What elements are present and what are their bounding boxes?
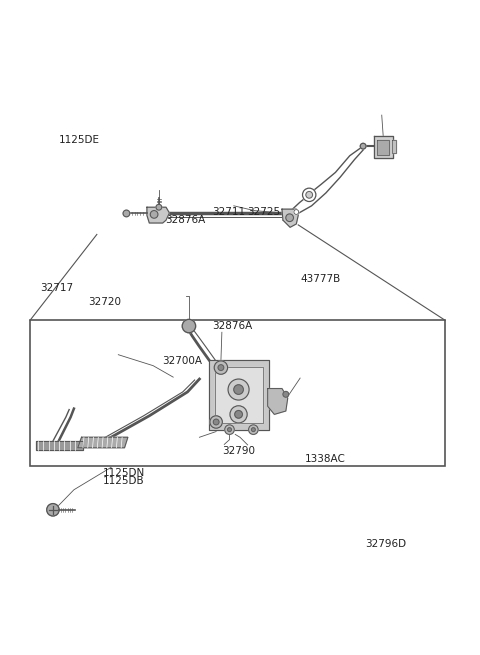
Circle shape	[360, 143, 366, 149]
Polygon shape	[282, 209, 298, 227]
Text: 43777B: 43777B	[300, 274, 340, 284]
Circle shape	[235, 411, 242, 418]
Polygon shape	[215, 367, 263, 423]
Circle shape	[214, 361, 228, 374]
Text: 32796D: 32796D	[365, 538, 406, 549]
Circle shape	[228, 428, 231, 432]
Polygon shape	[373, 136, 393, 158]
Polygon shape	[147, 207, 169, 223]
Circle shape	[249, 425, 258, 434]
Circle shape	[210, 416, 222, 428]
Bar	[30, 320, 445, 466]
Circle shape	[47, 504, 59, 516]
Text: 32711: 32711	[212, 207, 245, 217]
Text: 1125DB: 1125DB	[103, 476, 144, 486]
Text: 32725: 32725	[248, 207, 281, 217]
Text: 1338AC: 1338AC	[304, 454, 345, 464]
Circle shape	[302, 188, 316, 202]
Circle shape	[286, 214, 293, 221]
Text: 1125DN: 1125DN	[103, 468, 145, 477]
Circle shape	[218, 365, 224, 371]
Circle shape	[182, 320, 196, 333]
Text: 1125DE: 1125DE	[59, 135, 100, 145]
Circle shape	[213, 419, 219, 425]
Circle shape	[283, 392, 288, 397]
Text: 32876A: 32876A	[165, 215, 205, 225]
Circle shape	[228, 379, 249, 400]
Text: 32700A: 32700A	[162, 356, 202, 366]
Circle shape	[123, 210, 130, 217]
Polygon shape	[209, 360, 269, 430]
Polygon shape	[392, 140, 396, 153]
Polygon shape	[268, 388, 288, 415]
Text: 32876A: 32876A	[212, 320, 252, 331]
Polygon shape	[78, 438, 128, 448]
Circle shape	[234, 384, 243, 394]
Circle shape	[156, 204, 162, 210]
Text: 32790: 32790	[222, 446, 255, 456]
Circle shape	[230, 405, 247, 423]
Polygon shape	[36, 441, 83, 450]
Circle shape	[225, 425, 234, 434]
Text: 32717: 32717	[40, 283, 73, 293]
Text: 32720: 32720	[88, 297, 121, 307]
Circle shape	[294, 210, 299, 214]
Circle shape	[252, 428, 255, 432]
Circle shape	[150, 210, 158, 218]
Polygon shape	[377, 140, 389, 155]
Circle shape	[306, 191, 312, 198]
